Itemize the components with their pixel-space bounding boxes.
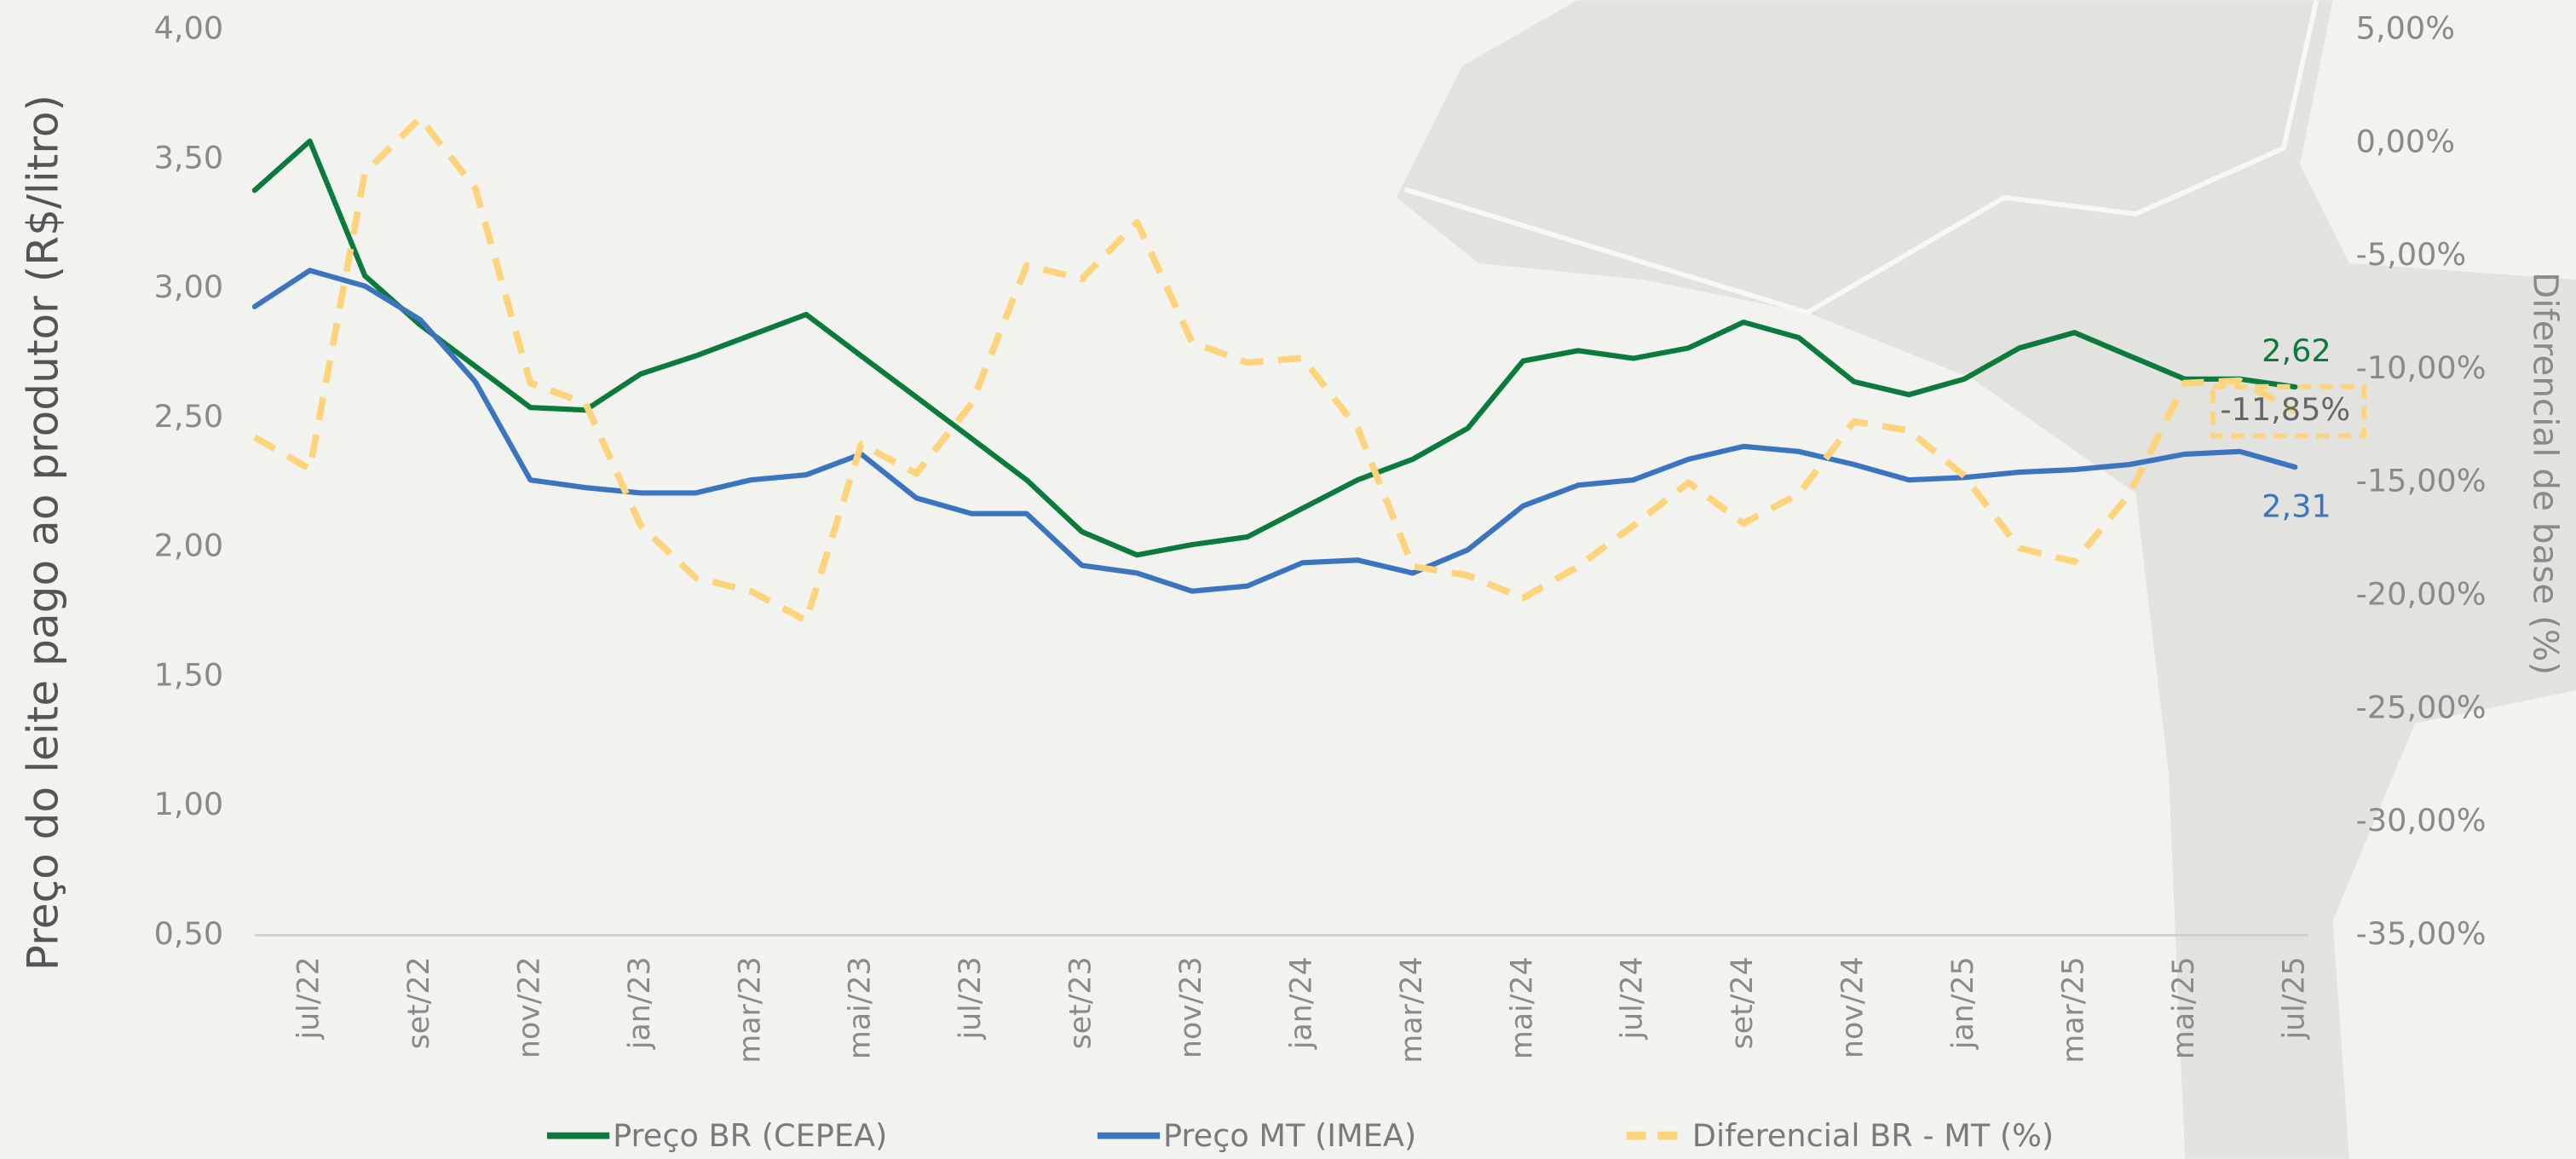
x-tick-label: jan/24: [1284, 956, 1318, 1050]
series-line: [251, 138, 2298, 558]
legend-label: Diferencial BR - MT (%): [1692, 1117, 2054, 1154]
x-tick-label: mai/25: [2167, 956, 2201, 1059]
y2-tick-label: -10,00%: [2356, 349, 2487, 386]
series-line: [251, 268, 2298, 594]
y2-tick-label: -5,00%: [2356, 236, 2467, 273]
y-tick-label: 2,00: [154, 528, 224, 564]
y-tick-label: 4,00: [154, 10, 224, 47]
x-tick-label: set/22: [402, 956, 436, 1049]
x-tick-label: mai/24: [1505, 956, 1539, 1059]
y-tick-label: 0,50: [154, 915, 224, 952]
data-label: 2,62: [2262, 332, 2331, 369]
x-tick-label: jan/23: [623, 956, 657, 1050]
x-tick-label: nov/23: [1174, 956, 1208, 1058]
y2-tick-label: -35,00%: [2356, 915, 2487, 952]
series-line: [252, 114, 2297, 625]
x-tick-label: mar/23: [733, 956, 767, 1063]
x-tick-label: jan/25: [1946, 956, 1980, 1050]
data-label: 2,31: [2262, 488, 2331, 525]
y2-tick-label: -15,00%: [2356, 463, 2487, 499]
y-axis-title: Preço do leite pago ao produtor (R$/litr…: [17, 95, 67, 971]
x-tick-label: mar/24: [1395, 956, 1429, 1063]
x-tick-label: jul/25: [2277, 956, 2311, 1040]
legend-label: Preço BR (CEPEA): [613, 1117, 887, 1154]
x-tick-label: jul/22: [292, 956, 326, 1040]
x-tick-label: jul/23: [954, 956, 988, 1040]
label-box: [2210, 383, 2367, 439]
y2-tick-label: -25,00%: [2356, 689, 2487, 725]
y2-tick-label: -30,00%: [2356, 802, 2487, 839]
x-tick-label: mar/25: [2056, 956, 2090, 1063]
y-tick-label: 3,00: [154, 268, 224, 305]
x-tick-label: set/24: [1726, 956, 1760, 1049]
y-tick-label: 1,50: [154, 656, 224, 693]
y-tick-label: 1,00: [154, 786, 224, 822]
y-tick-label: 2,50: [154, 398, 224, 435]
x-tick-label: mai/23: [844, 956, 878, 1059]
x-tick-label: set/23: [1064, 956, 1098, 1049]
map-border: [1403, 0, 2320, 315]
x-tick-label: jul/24: [1616, 956, 1650, 1040]
y2-tick-label: -20,00%: [2356, 576, 2487, 613]
map-shape: [1396, 0, 2576, 1159]
data-label: -11,85%: [2220, 391, 2350, 428]
y2-axis-title: Diferencial de base (%): [2525, 272, 2566, 675]
x-tick-label: nov/22: [512, 956, 546, 1058]
y-tick-label: 3,50: [154, 139, 224, 176]
y2-tick-label: 0,00%: [2356, 123, 2455, 159]
x-tick-label: nov/24: [1836, 956, 1870, 1058]
y2-tick-label: 5,00%: [2356, 10, 2455, 47]
legend-label: Preço MT (IMEA): [1163, 1117, 1416, 1154]
